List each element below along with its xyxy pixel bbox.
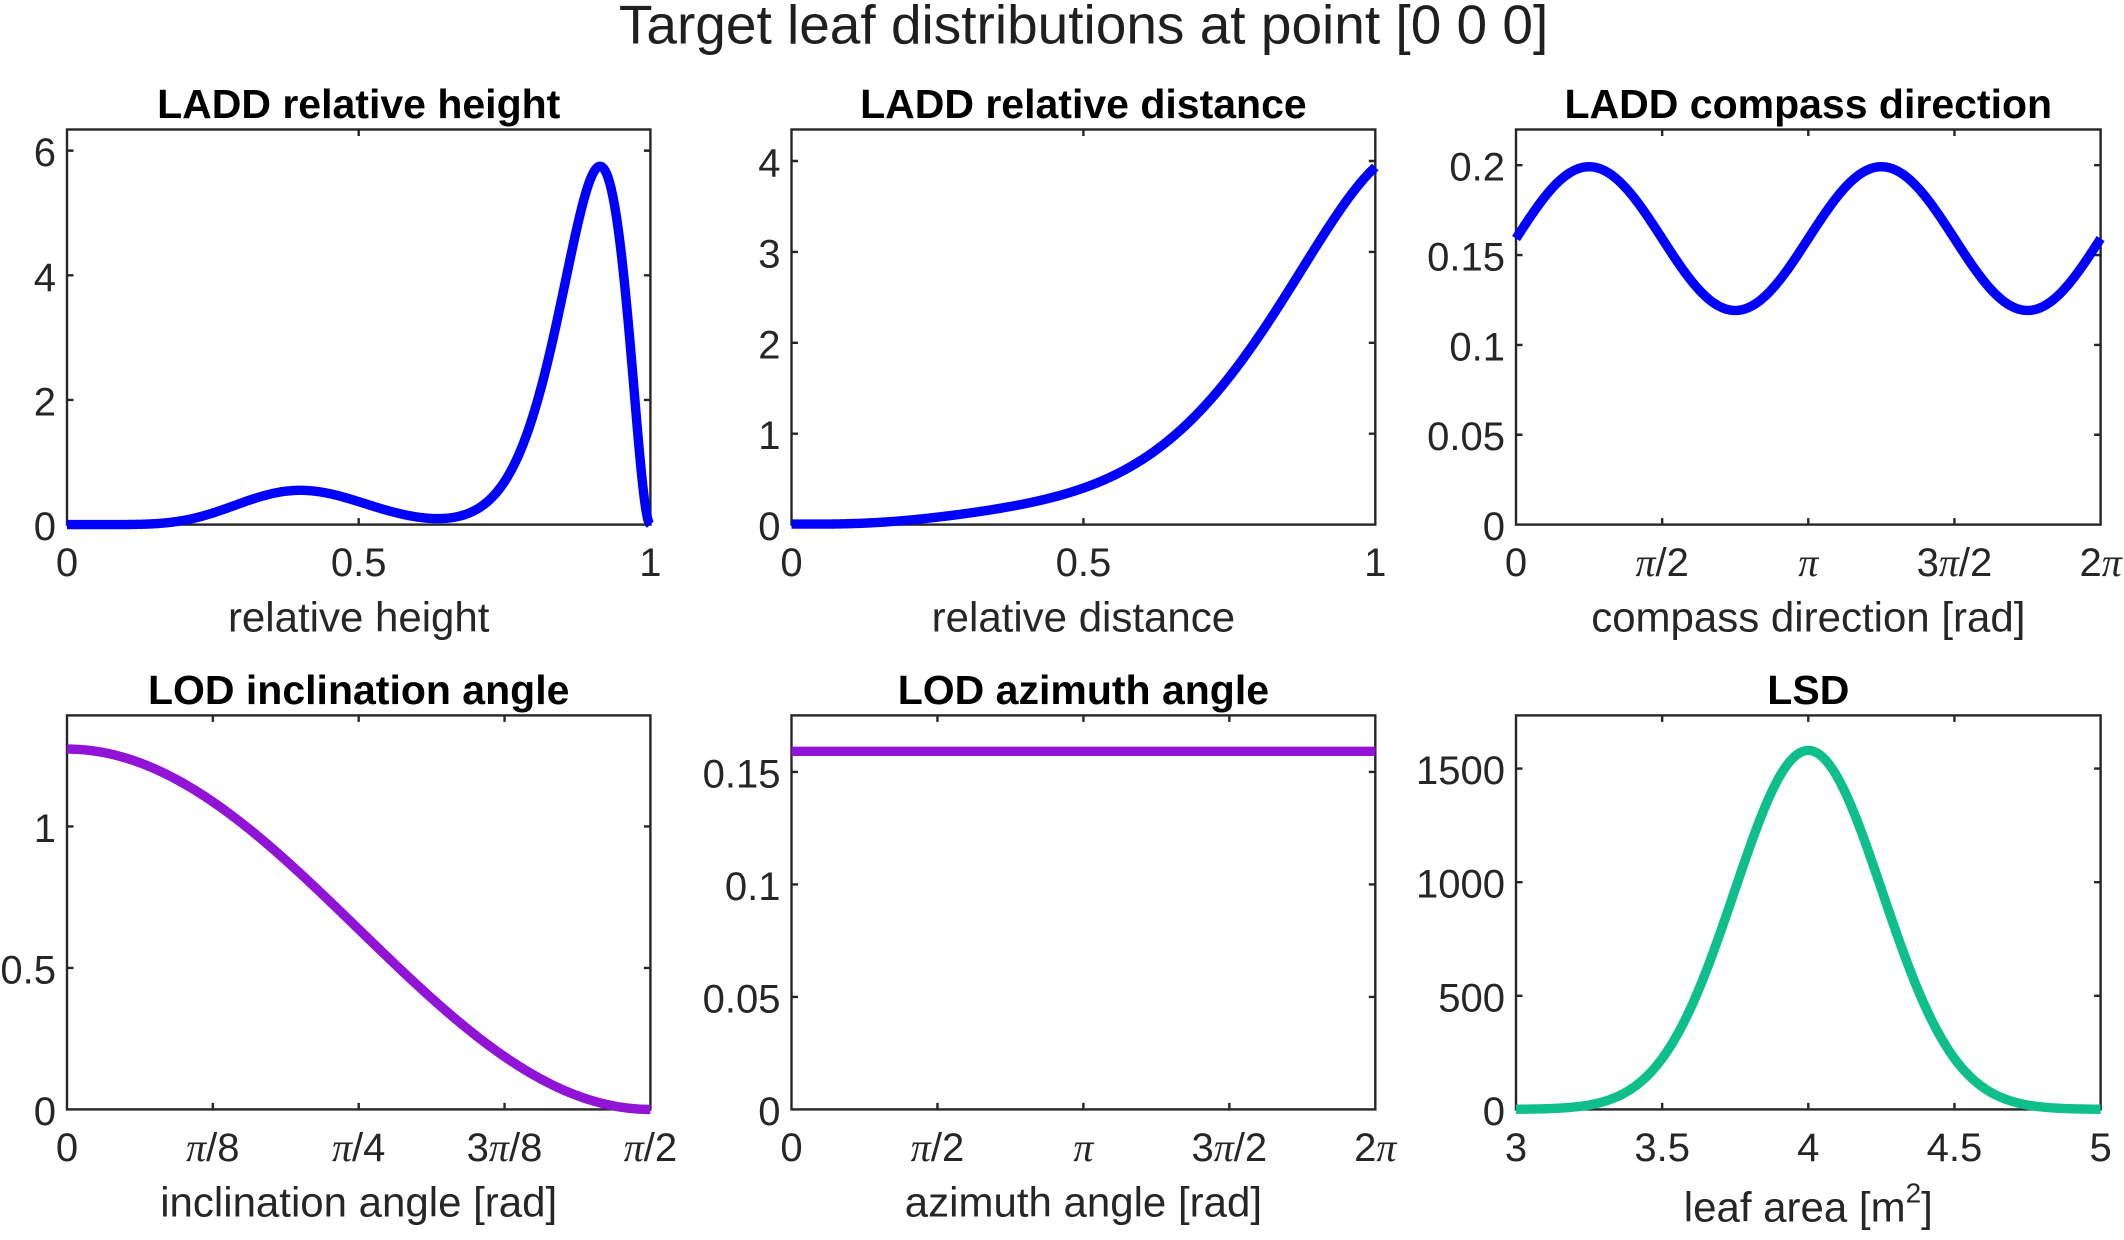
svg-text:0: 0	[758, 1090, 780, 1134]
svg-text:LOD inclination angle: LOD inclination angle	[148, 667, 569, 713]
svg-text:4.5: 4.5	[1927, 1126, 1983, 1170]
svg-text:0: 0	[56, 541, 78, 585]
svg-text:0.5: 0.5	[331, 541, 387, 585]
svg-text:1: 1	[639, 541, 661, 585]
svg-text:LADD relative height: LADD relative height	[157, 81, 561, 127]
svg-text:500: 500	[1438, 976, 1505, 1020]
svg-text:0: 0	[1483, 505, 1505, 549]
svg-text:0: 0	[56, 1126, 78, 1170]
svg-text:LOD azimuth angle: LOD azimuth angle	[898, 667, 1269, 713]
svg-text:inclination angle [rad]: inclination angle [rad]	[160, 1178, 557, 1225]
svg-text:relative distance: relative distance	[932, 594, 1236, 641]
svg-text:π: π	[1073, 1125, 1094, 1170]
svg-text:π/2: π/2	[624, 1125, 677, 1170]
svg-text:4: 4	[34, 256, 56, 300]
svg-text:0.1: 0.1	[1449, 325, 1505, 369]
svg-text:π/4: π/4	[332, 1125, 385, 1170]
svg-text:0: 0	[34, 1090, 56, 1134]
svg-text:0.15: 0.15	[703, 752, 781, 796]
svg-text:π/2: π/2	[1635, 540, 1688, 585]
svg-text:0.1: 0.1	[725, 865, 781, 909]
svg-text:1: 1	[758, 414, 780, 458]
svg-text:π/8: π/8	[186, 1125, 239, 1170]
svg-text:1: 1	[1364, 541, 1386, 585]
svg-text:0.5: 0.5	[1056, 541, 1112, 585]
svg-text:Target leaf distributions at p: Target leaf distributions at point [0 0 …	[619, 0, 1548, 56]
svg-text:2: 2	[758, 323, 780, 367]
svg-text:azimuth angle [rad]: azimuth angle [rad]	[905, 1178, 1262, 1225]
svg-text:0.2: 0.2	[1449, 146, 1505, 190]
svg-text:0.05: 0.05	[703, 977, 781, 1021]
svg-text:LADD compass direction: LADD compass direction	[1565, 81, 2053, 127]
svg-text:0: 0	[780, 541, 802, 585]
svg-text:1500: 1500	[1416, 749, 1505, 793]
svg-text:3.5: 3.5	[1634, 1126, 1690, 1170]
svg-text:LADD relative distance: LADD relative distance	[860, 81, 1307, 127]
svg-text:LSD: LSD	[1767, 667, 1849, 713]
svg-text:0.15: 0.15	[1427, 236, 1505, 280]
svg-text:3π/2: 3π/2	[1917, 540, 1993, 585]
svg-text:0: 0	[1483, 1090, 1505, 1134]
svg-text:π/2: π/2	[911, 1125, 964, 1170]
svg-text:3π/8: 3π/8	[467, 1125, 543, 1170]
svg-text:3π/2: 3π/2	[1191, 1125, 1267, 1170]
svg-text:0.5: 0.5	[0, 948, 56, 992]
svg-text:4: 4	[758, 142, 780, 186]
svg-text:π: π	[1798, 540, 1819, 585]
svg-text:leaf area [m2]: leaf area [m2]	[1684, 1177, 1933, 1230]
svg-text:4: 4	[1797, 1126, 1819, 1170]
svg-text:1000: 1000	[1416, 863, 1505, 907]
svg-text:2: 2	[34, 380, 56, 424]
svg-text:5: 5	[2089, 1126, 2111, 1170]
svg-text:0: 0	[758, 505, 780, 549]
svg-text:1: 1	[34, 807, 56, 851]
svg-text:2π: 2π	[2079, 540, 2122, 585]
svg-text:0.05: 0.05	[1427, 415, 1505, 459]
svg-text:2π: 2π	[1354, 1125, 1397, 1170]
svg-text:3: 3	[1505, 1126, 1527, 1170]
svg-text:3: 3	[758, 232, 780, 276]
svg-text:0: 0	[1505, 541, 1527, 585]
svg-text:relative height: relative height	[228, 594, 490, 641]
svg-text:compass direction [rad]: compass direction [rad]	[1591, 594, 2025, 641]
svg-text:0: 0	[34, 505, 56, 549]
svg-text:6: 6	[34, 131, 56, 175]
svg-text:0: 0	[780, 1126, 802, 1170]
